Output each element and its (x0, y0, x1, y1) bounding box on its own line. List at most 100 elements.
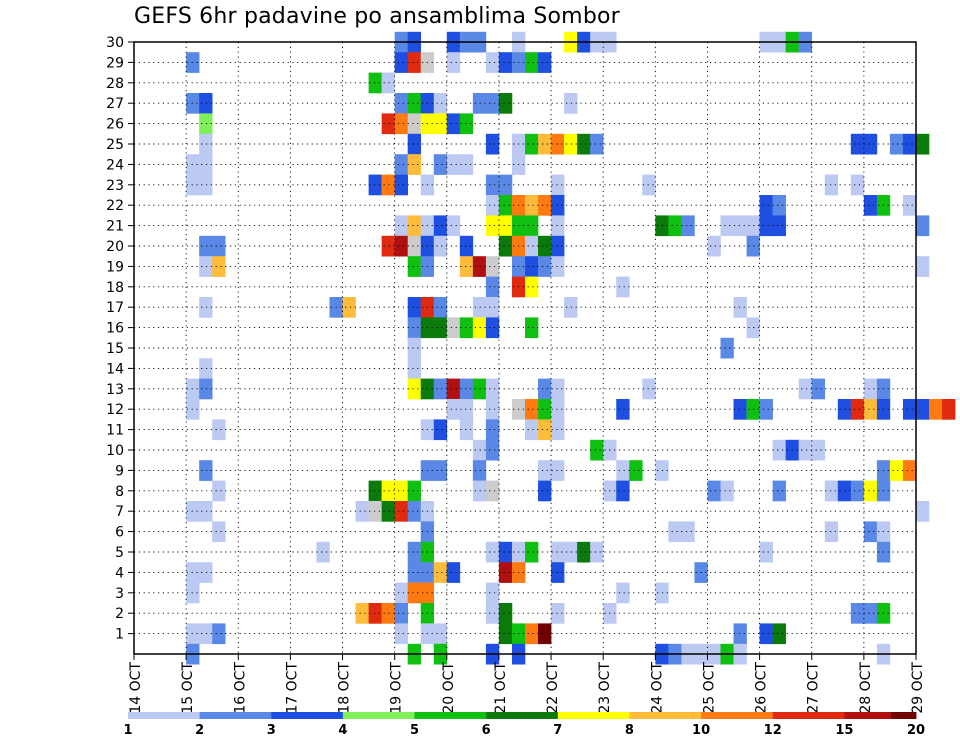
heatmap-cell (538, 419, 552, 441)
heatmap-cell (472, 317, 487, 339)
heatmap-cell (212, 521, 226, 543)
x-tick-label: 15 OCT (180, 662, 196, 714)
heatmap-cell (199, 174, 213, 196)
heatmap-cell (590, 541, 604, 563)
heatmap-cell (485, 399, 500, 420)
heatmap-cell (498, 93, 513, 114)
heatmap-cell (564, 297, 578, 318)
colorbar-swatch (199, 712, 272, 719)
heatmap-cell (368, 501, 382, 522)
heatmap-cell (551, 541, 565, 563)
heatmap-cell (850, 174, 865, 196)
y-tick-label: 2 (115, 606, 124, 622)
heatmap-cell (407, 52, 422, 73)
heatmap-cell (446, 52, 461, 73)
heatmap-cell (538, 235, 552, 257)
y-tick-label: 4 (115, 565, 124, 581)
heatmap-cell (199, 93, 213, 114)
y-tick-label: 18 (106, 280, 124, 296)
y-tick-label: 8 (115, 484, 124, 500)
heatmap-cell (368, 480, 382, 502)
heatmap-cell (394, 113, 408, 135)
colorbar-swatch (271, 712, 344, 719)
heatmap-cell (551, 195, 565, 216)
heatmap-cell (433, 235, 448, 257)
colorbar-swatch (486, 712, 559, 719)
heatmap-cell (342, 297, 356, 318)
heatmap-cell (551, 235, 565, 257)
heatmap-cell (616, 460, 630, 481)
heatmap-cell (863, 521, 878, 543)
x-tick-label: 19 OCT (389, 662, 405, 714)
heatmap-cell (733, 623, 747, 645)
heatmap-cell (394, 154, 408, 175)
heatmap-cell (433, 317, 448, 339)
heatmap-cell (772, 195, 786, 216)
y-tick-label: 28 (106, 76, 124, 92)
heatmap-cell (407, 501, 422, 522)
heatmap-cell (759, 195, 773, 216)
heatmap-cell (525, 52, 539, 73)
heatmap-cell (681, 215, 695, 237)
heatmap-cell (381, 235, 395, 257)
heatmap-cell (485, 603, 500, 624)
heatmap-cell (551, 399, 565, 420)
heatmap-cell (551, 419, 565, 441)
heatmap-cell (551, 174, 565, 196)
heatmap-cell (942, 399, 956, 420)
heatmap-cell (485, 439, 500, 461)
heatmap-cell (850, 133, 865, 155)
heatmap-cell (850, 603, 865, 624)
heatmap-cell (772, 439, 786, 461)
heatmap-cell (902, 399, 917, 420)
heatmap-cell (433, 154, 448, 175)
heatmap-cell (381, 113, 395, 135)
heatmap-cell (381, 603, 395, 624)
heatmap-cell (498, 174, 513, 196)
heatmap-cell (407, 480, 422, 502)
heatmap-cell (720, 337, 734, 359)
heatmap-cell (485, 93, 500, 114)
heatmap-cell (733, 215, 747, 237)
heatmap-cell (407, 235, 422, 257)
heatmap-cell (199, 623, 213, 645)
heatmap-cell (446, 215, 461, 237)
heatmap-cell (485, 582, 500, 604)
heatmap-cell (407, 154, 422, 175)
heatmap-cell (577, 133, 591, 155)
heatmap-cell (498, 623, 513, 645)
heatmap-cell (433, 93, 448, 114)
heatmap-cell (759, 399, 773, 420)
heatmap-cell (850, 480, 865, 502)
heatmap-cell (407, 582, 422, 604)
colorbar-label: 10 (692, 723, 710, 738)
heatmap-cell (407, 215, 422, 237)
heatmap-cell (733, 399, 747, 420)
heatmap-cell (538, 52, 552, 73)
heatmap-cell (551, 256, 565, 277)
heatmap-cell (407, 378, 422, 400)
heatmap-cell (564, 133, 578, 155)
heatmap-cell (212, 623, 226, 645)
heatmap-cell (525, 399, 539, 420)
heatmap-cell (616, 276, 630, 298)
heatmap-cell (433, 562, 448, 583)
heatmap-cell (916, 399, 930, 420)
heatmap-cell (538, 399, 552, 420)
heatmap-cell (199, 235, 213, 257)
heatmap-cell (433, 460, 448, 481)
heatmap-cell (538, 480, 552, 502)
heatmap-cell (538, 256, 552, 277)
heatmap-cell (616, 480, 630, 502)
colorbar-label: 8 (625, 723, 634, 738)
heatmap-cell (394, 623, 408, 645)
colorbar-swatch (772, 712, 845, 719)
y-tick-label: 9 (115, 463, 124, 479)
heatmap-cell (433, 215, 448, 237)
heatmap-cell (485, 297, 500, 318)
heatmap-cell (446, 317, 461, 339)
y-tick-label: 15 (106, 341, 124, 357)
heatmap-cell (720, 215, 734, 237)
colorbar-swatch (701, 712, 774, 719)
heatmap-cell (498, 215, 513, 237)
